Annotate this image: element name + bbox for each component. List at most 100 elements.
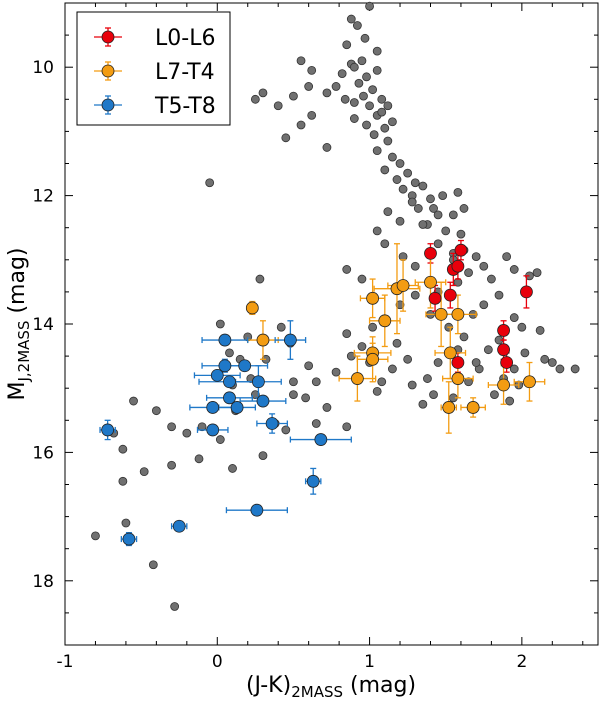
background-point [395, 159, 405, 168]
background-point [429, 204, 438, 213]
point-l0-l6 [451, 259, 465, 273]
point-l0-l6 [443, 288, 457, 302]
background-point [357, 342, 367, 351]
background-point [359, 91, 368, 101]
background-point [380, 123, 390, 133]
point-l7-t4 [396, 279, 410, 292]
point-l7-t4 [245, 301, 259, 315]
background-point [395, 300, 405, 310]
point-t5-t8 [206, 401, 220, 414]
x-tick-label: 1 [364, 652, 375, 672]
background-point [225, 348, 234, 358]
background-point [486, 274, 496, 284]
point-l7-t4 [424, 275, 437, 289]
background-point [383, 101, 393, 111]
point-t5-t8 [238, 359, 252, 373]
background-point [433, 239, 443, 249]
background-point [509, 313, 519, 322]
background-point [118, 444, 128, 454]
background-point [167, 460, 177, 470]
background-point [438, 191, 448, 201]
background-point [426, 194, 435, 204]
background-point [388, 117, 397, 127]
background-point [368, 85, 378, 95]
y-tick-label: 14 [32, 315, 54, 335]
background-point [349, 98, 359, 107]
background-point [362, 120, 371, 130]
background-point [369, 130, 379, 140]
background-point [471, 252, 481, 261]
y-tick-label: 18 [32, 572, 54, 592]
point-t5-t8 [172, 519, 186, 533]
background-point [118, 476, 128, 486]
background-point [429, 390, 438, 400]
background-point [228, 464, 237, 473]
background-point [296, 56, 306, 66]
background-point [395, 216, 405, 226]
background-point [311, 419, 321, 428]
background-point [377, 94, 387, 104]
point-t5-t8 [223, 375, 236, 389]
point-l7-t4 [256, 333, 270, 347]
background-point [570, 364, 580, 374]
point-t5-t8 [210, 368, 224, 382]
point-l7-t4 [350, 372, 364, 385]
background-point [346, 14, 356, 24]
background-point [505, 396, 515, 406]
point-l7-t4 [366, 352, 380, 366]
background-point [215, 435, 225, 444]
background-point [129, 396, 138, 406]
background-point [407, 197, 417, 207]
background-point [403, 354, 413, 364]
point-t5-t8 [314, 433, 328, 446]
point-l0-l6 [451, 356, 465, 369]
point-t5-t8 [283, 333, 297, 347]
background-point [281, 425, 291, 435]
background-point [357, 56, 367, 66]
background-point [337, 69, 347, 79]
point-l0-l6 [424, 246, 437, 260]
point-l0-l6 [497, 343, 510, 357]
background-point [459, 332, 469, 342]
background-point [407, 380, 417, 390]
point-l7-t4 [366, 291, 380, 305]
background-point [301, 393, 311, 403]
background-point [215, 319, 225, 329]
point-t5-t8 [306, 474, 320, 488]
background-point [362, 72, 371, 82]
point-l7-t4 [443, 346, 457, 360]
point-t5-t8 [250, 503, 264, 517]
background-point [464, 268, 473, 278]
background-point [509, 364, 519, 374]
background-point [205, 178, 215, 188]
background-point [311, 377, 321, 387]
background-point [448, 210, 458, 220]
background-point [372, 66, 382, 75]
background-point [471, 358, 481, 367]
point-l0-l6 [454, 243, 468, 257]
background-point [377, 107, 387, 117]
background-point [410, 178, 420, 188]
x-tick-label: 2 [516, 652, 527, 672]
background-point [349, 62, 359, 72]
background-point [490, 390, 499, 400]
background-point [418, 181, 428, 191]
point-t5-t8 [218, 333, 232, 347]
y-axis-label: MJ,2MASS (mag) [5, 247, 33, 400]
background-point [139, 467, 149, 477]
point-l0-l6 [520, 285, 533, 299]
point-l0-l6 [497, 324, 510, 337]
background-point [392, 338, 402, 348]
background-point [410, 290, 420, 300]
legend-marker-t5-t8 [101, 98, 115, 112]
background-point [322, 143, 332, 152]
background-point [502, 252, 512, 261]
point-l7-t4 [442, 401, 456, 414]
background-point [517, 322, 527, 332]
background-point [540, 354, 550, 364]
background-point [433, 358, 443, 367]
background-point [342, 422, 352, 432]
background-point [464, 377, 473, 387]
